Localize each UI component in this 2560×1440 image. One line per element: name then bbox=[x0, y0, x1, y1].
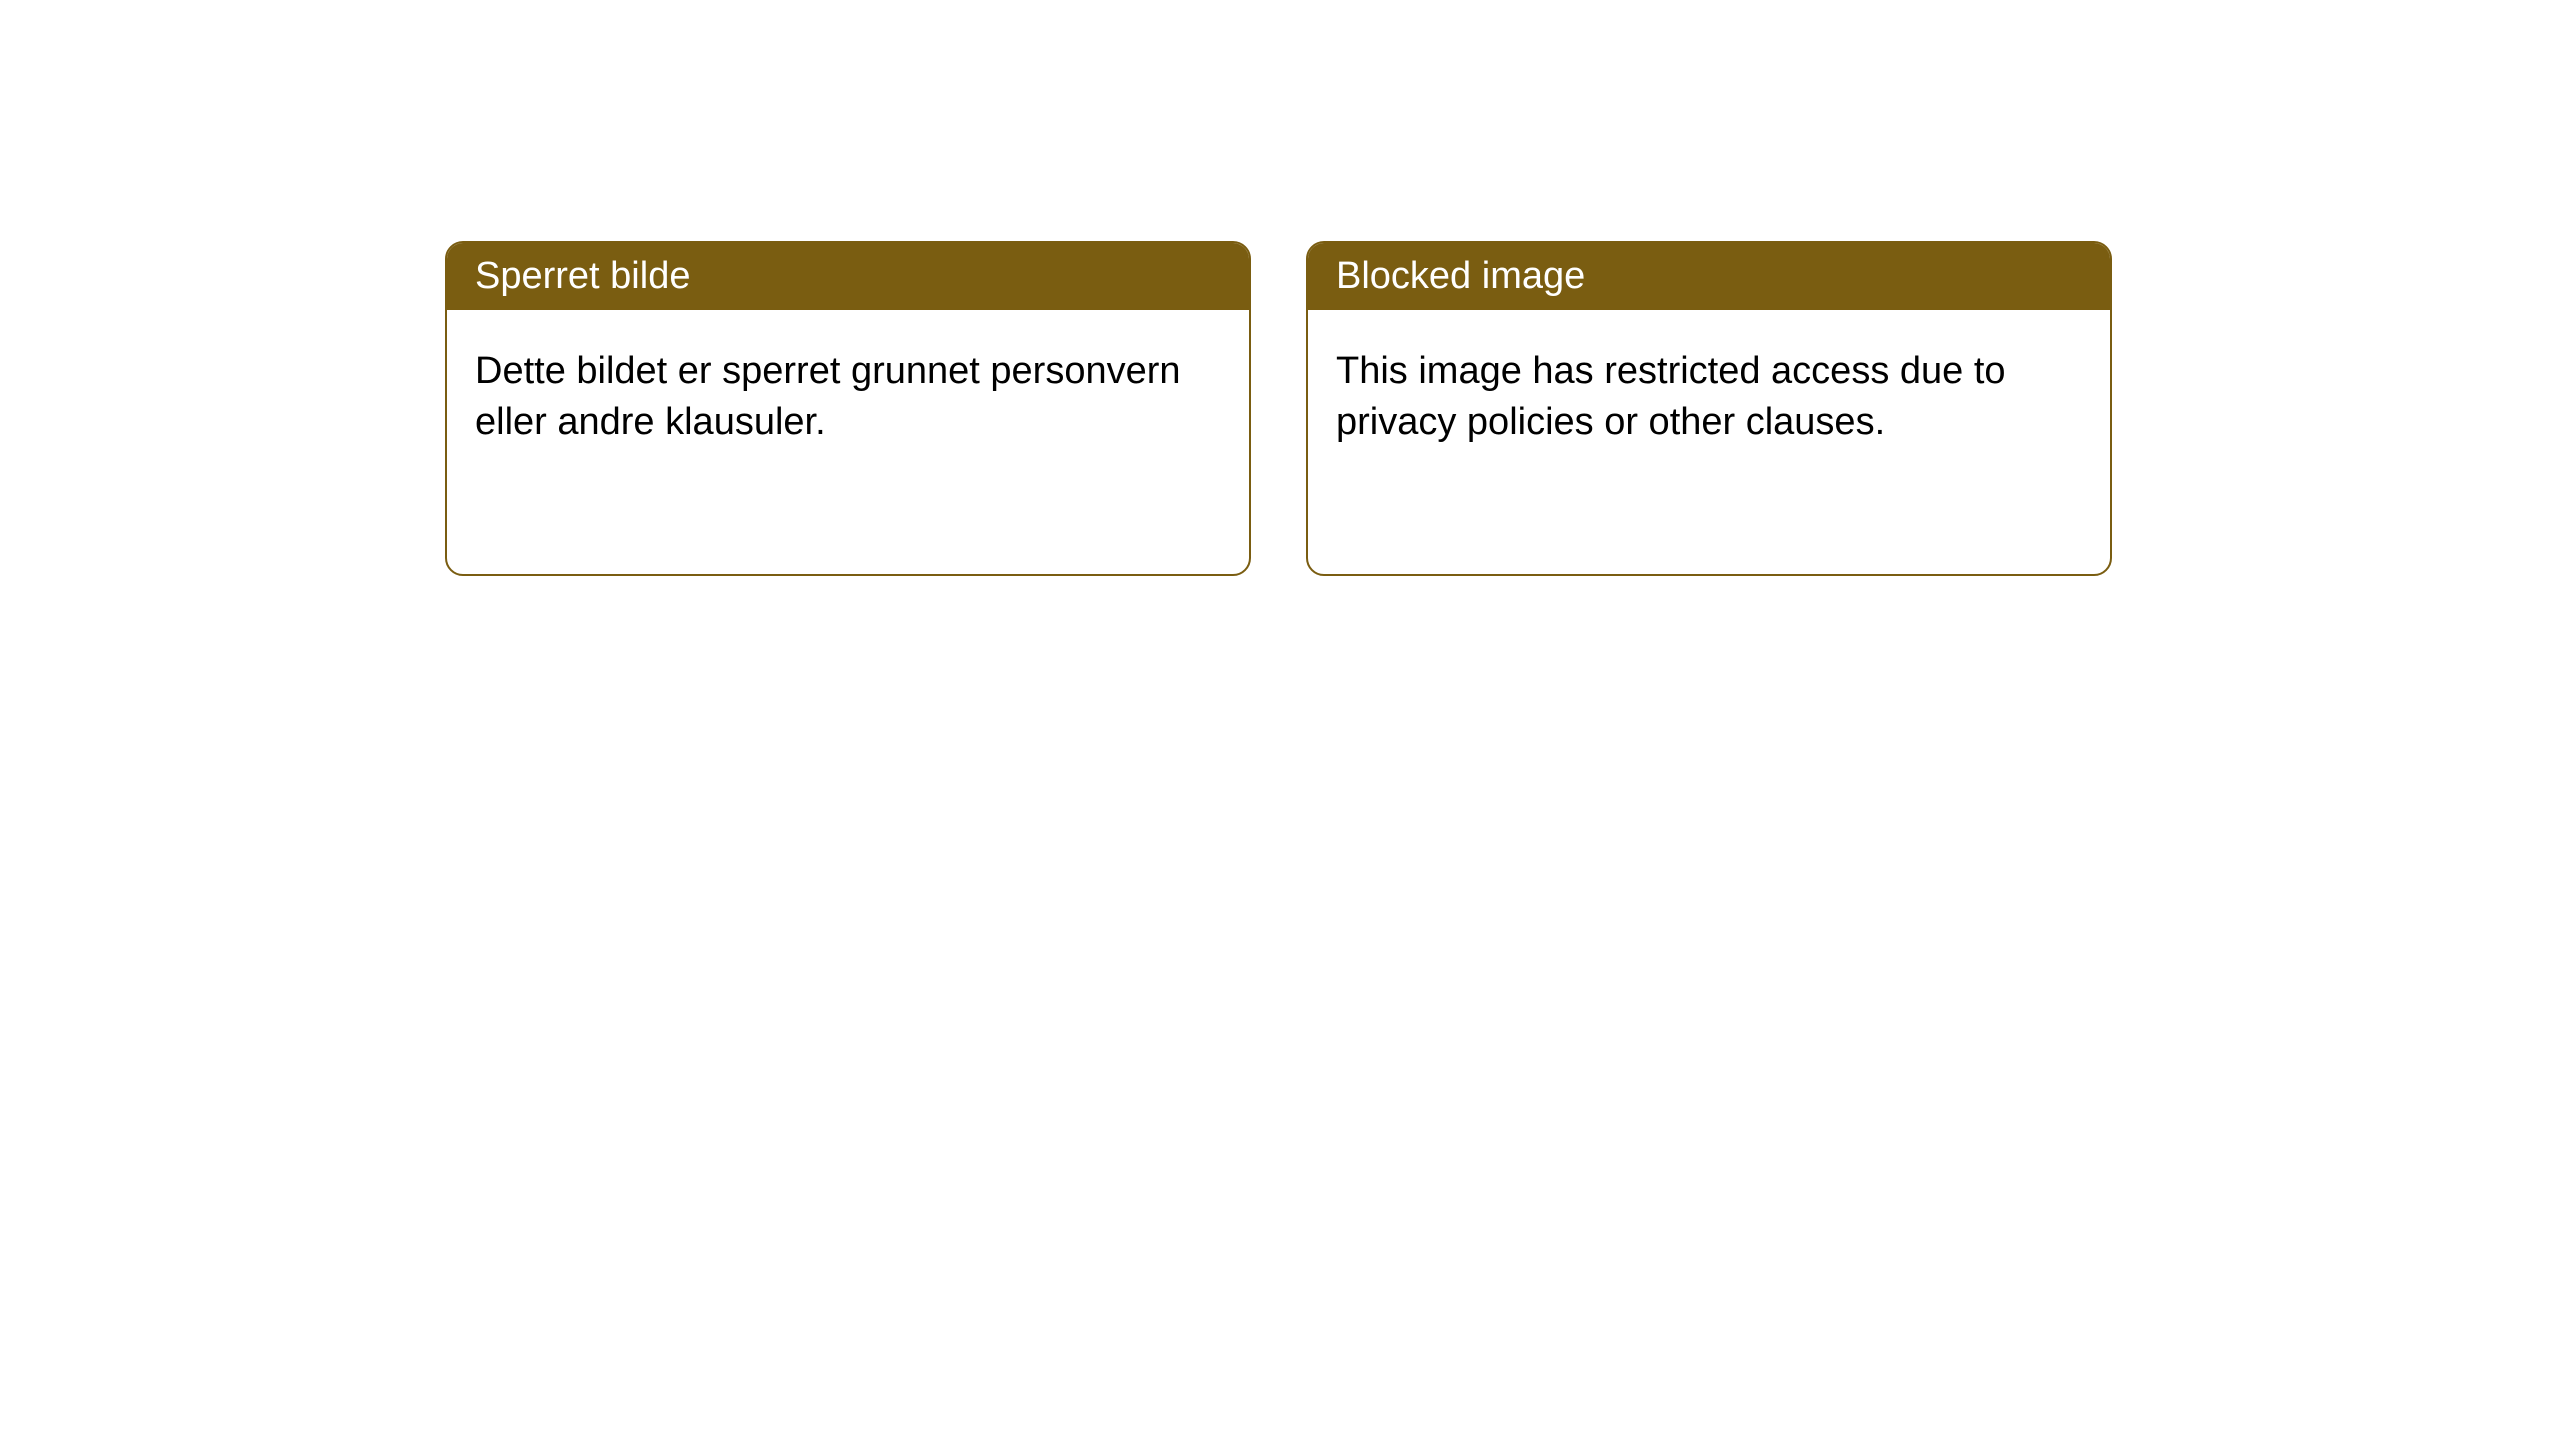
card-message: Dette bildet er sperret grunnet personve… bbox=[475, 350, 1181, 443]
card-title: Sperret bilde bbox=[475, 255, 690, 297]
cards-container: Sperret bilde Dette bildet er sperret gr… bbox=[0, 0, 2560, 576]
card-header: Blocked image bbox=[1308, 243, 2110, 310]
blocked-image-card-en: Blocked image This image has restricted … bbox=[1306, 241, 2112, 576]
card-header: Sperret bilde bbox=[447, 243, 1249, 310]
card-message: This image has restricted access due to … bbox=[1336, 350, 2006, 443]
card-body: Dette bildet er sperret grunnet personve… bbox=[447, 310, 1249, 485]
card-title: Blocked image bbox=[1336, 255, 1585, 297]
card-body: This image has restricted access due to … bbox=[1308, 310, 2110, 485]
blocked-image-card-no: Sperret bilde Dette bildet er sperret gr… bbox=[445, 241, 1251, 576]
